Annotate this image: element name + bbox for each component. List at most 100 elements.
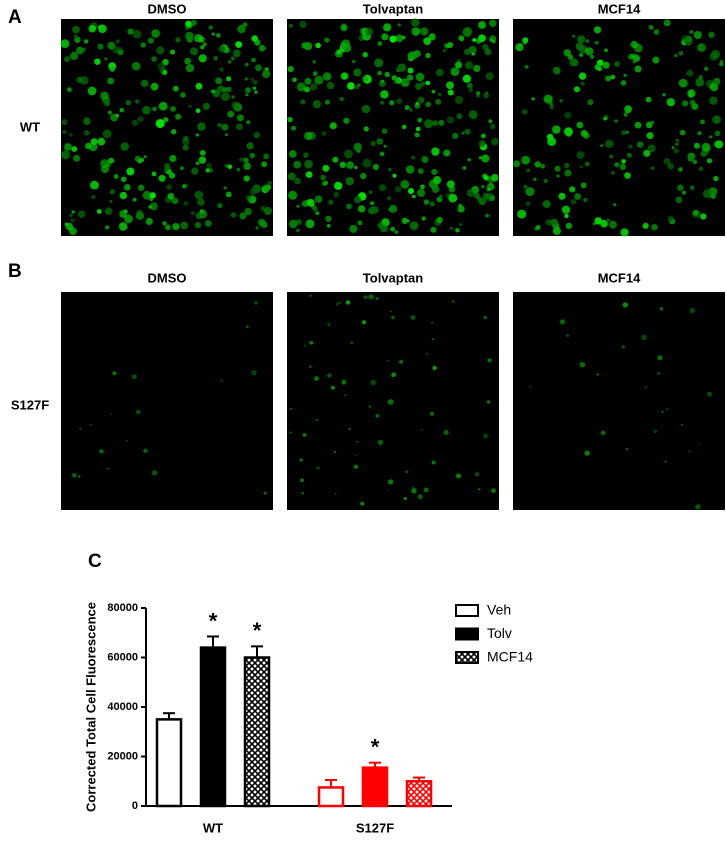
- column-header: MCF14: [598, 270, 641, 285]
- cell: [127, 28, 134, 35]
- cell: [552, 125, 561, 134]
- cell: [195, 82, 203, 90]
- cell: [459, 223, 463, 226]
- cell: [402, 124, 407, 130]
- cell: [552, 226, 561, 235]
- cell: [431, 185, 440, 193]
- cell: [74, 34, 78, 38]
- cell: [380, 100, 384, 105]
- cell: [713, 77, 721, 85]
- cell: [167, 169, 172, 175]
- cell: [467, 158, 471, 162]
- cell: [225, 191, 232, 198]
- cell: [719, 59, 724, 64]
- cell: [61, 119, 68, 126]
- cell: [482, 44, 489, 51]
- cell: [225, 133, 229, 137]
- cell: [650, 166, 655, 170]
- cell: [610, 74, 616, 80]
- cell: [245, 93, 249, 97]
- cell: [490, 123, 496, 130]
- cell: [258, 44, 266, 52]
- column-header: DMSO: [148, 1, 187, 16]
- cell: [682, 100, 689, 107]
- micrograph-background: [513, 19, 725, 236]
- cell: [574, 86, 580, 93]
- cell: [559, 98, 564, 103]
- cell: [455, 473, 462, 479]
- cell: [115, 39, 120, 44]
- cell: [347, 82, 355, 90]
- cell: [594, 217, 602, 225]
- cell: [576, 151, 585, 159]
- cell: [246, 142, 254, 150]
- x-tick-label: S127F: [356, 820, 394, 835]
- legend-swatch: [455, 651, 479, 664]
- cell: [620, 80, 627, 86]
- cell: [471, 52, 475, 56]
- cell: [109, 200, 113, 203]
- cell: [296, 204, 300, 208]
- cell: [327, 224, 331, 228]
- cell: [436, 196, 443, 203]
- cell: [545, 219, 552, 226]
- cell: [521, 155, 530, 165]
- micrograph: [513, 292, 725, 510]
- cell: [689, 30, 694, 34]
- cell: [104, 57, 108, 61]
- cell: [579, 362, 586, 368]
- cell: [383, 144, 387, 148]
- cell: [645, 96, 652, 103]
- cell: [346, 161, 354, 169]
- cell: [418, 168, 424, 174]
- cell: [594, 64, 601, 71]
- cell: [141, 79, 149, 88]
- cell: [109, 189, 116, 195]
- cell: [423, 199, 430, 205]
- cell: [354, 454, 357, 457]
- cell: [65, 222, 74, 231]
- panel-label: C: [88, 551, 102, 572]
- cell: [564, 162, 570, 169]
- cell: [388, 168, 392, 172]
- cell: [375, 414, 380, 418]
- cell: [164, 162, 171, 170]
- cell: [60, 39, 70, 48]
- cell: [522, 39, 528, 45]
- cell: [663, 158, 671, 165]
- cell: [239, 157, 244, 162]
- cell: [651, 224, 658, 231]
- cell: [401, 217, 408, 224]
- cell: [360, 501, 365, 506]
- cell: [78, 475, 81, 478]
- cell: [411, 488, 417, 494]
- cell: [710, 193, 716, 199]
- cell: [333, 450, 337, 454]
- cell: [421, 216, 426, 221]
- cell: [218, 45, 226, 53]
- cell: [404, 105, 410, 110]
- cell: [353, 142, 362, 152]
- cell: [642, 222, 649, 229]
- cell: [139, 157, 145, 163]
- cell: [101, 165, 109, 174]
- cell: [436, 216, 443, 224]
- cell: [328, 199, 334, 205]
- cell: [411, 155, 415, 160]
- cell: [131, 61, 141, 71]
- cell: [368, 190, 373, 195]
- cell: [575, 42, 584, 51]
- cell: [71, 146, 78, 152]
- cell: [564, 213, 569, 219]
- cell: [88, 24, 97, 33]
- cell: [290, 407, 293, 410]
- cell: [549, 104, 554, 110]
- cell: [150, 82, 159, 91]
- cell: [107, 110, 112, 115]
- cell: [666, 98, 675, 107]
- cell: [341, 39, 351, 49]
- cell: [450, 67, 460, 76]
- cell: [446, 81, 454, 90]
- cell: [411, 486, 414, 489]
- cell: [227, 110, 235, 118]
